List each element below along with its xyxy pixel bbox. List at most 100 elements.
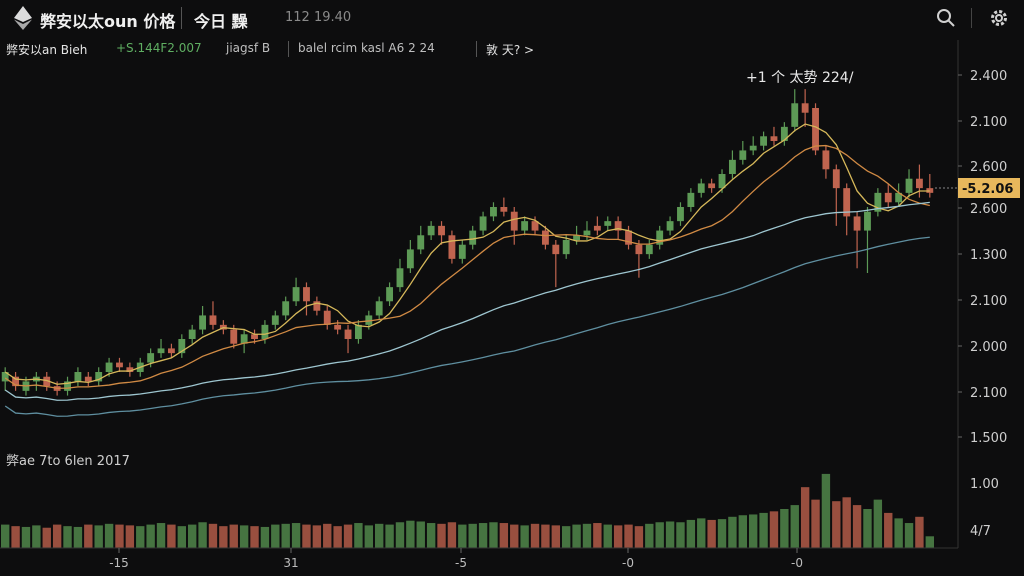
volume-bar	[613, 525, 623, 548]
volume-bar	[437, 523, 446, 548]
candle-body	[344, 329, 352, 339]
volume-bar	[281, 523, 290, 548]
candle-body	[905, 178, 913, 193]
y-axis-label: 2.100	[970, 386, 1007, 401]
volume-bar	[665, 521, 675, 548]
candle-body	[728, 159, 736, 174]
candle-body	[375, 301, 383, 316]
candle-body	[261, 324, 269, 339]
candle-body	[541, 230, 549, 245]
gear-icon[interactable]	[989, 8, 1009, 28]
candle-body	[573, 235, 581, 240]
x-axis-label: -5	[455, 556, 467, 570]
volume-bar	[904, 523, 914, 548]
volume-label: 弊ae 7to 6len 2017	[6, 454, 130, 469]
candle-body	[635, 244, 643, 255]
volume-bar	[84, 524, 93, 548]
stats-info: balel rcim kasl A6 2 24	[298, 41, 435, 55]
volume-bar	[115, 524, 124, 548]
volume-bar	[562, 526, 571, 548]
tab-today[interactable]: 今日 䵲	[194, 12, 248, 31]
candle-body	[708, 183, 716, 189]
search-icon[interactable]	[936, 8, 956, 28]
candle-body	[552, 244, 560, 255]
volume-bar	[852, 505, 862, 548]
x-axis-label: -0	[791, 556, 803, 570]
candle-body	[178, 339, 186, 354]
volume-bar	[645, 523, 654, 548]
volume-bar	[312, 525, 322, 548]
candle-body	[95, 372, 103, 382]
candle-body	[645, 244, 653, 255]
candle-body	[895, 192, 903, 203]
volume-bar	[489, 522, 498, 548]
volume-bar	[167, 524, 176, 548]
header-price: 112 19.40	[285, 10, 352, 25]
candle-body	[209, 315, 217, 325]
volume-bar	[593, 523, 602, 548]
volume-bar	[873, 499, 883, 548]
volume-bar	[125, 525, 135, 548]
candle-body	[521, 221, 529, 231]
y-axis-label: 1.500	[970, 431, 1007, 446]
volume-bar	[271, 524, 280, 548]
candle-body	[832, 169, 840, 189]
volume-bar	[510, 524, 519, 548]
candle-body	[780, 126, 788, 141]
x-axis-label: 31	[283, 556, 298, 570]
candle-body	[12, 376, 20, 387]
ma-long2-line	[4, 201, 930, 401]
volume-bar	[416, 521, 425, 548]
more-link[interactable]: 敦 天? >	[486, 43, 535, 57]
y-axis: 2.400 2.100 2.600 2.600 1.300 2.100 2.000 2.100…	[958, 69, 1007, 539]
volume-bar	[11, 526, 20, 548]
volume-bar	[925, 536, 934, 548]
volume-bar	[541, 524, 550, 548]
volume-bar	[884, 512, 893, 548]
volume-bar	[1, 524, 10, 548]
candle-body	[490, 207, 497, 217]
volume-bar	[707, 519, 716, 548]
price-change: +S.144F2.007	[116, 41, 202, 55]
volume-bar	[624, 524, 633, 548]
volume-bar	[52, 524, 62, 548]
pair-name: 弊安以an Bieh	[6, 43, 88, 57]
volume-axis-label: 4/7	[970, 524, 991, 539]
volume-bar	[769, 511, 779, 548]
candle-body	[427, 225, 435, 236]
volume-bar	[406, 520, 415, 548]
volume-bar	[426, 523, 436, 548]
volume-bar	[842, 497, 851, 548]
toolbar-divider	[971, 8, 972, 28]
candle-body	[500, 207, 508, 212]
candle-body	[843, 188, 851, 217]
candle-body	[438, 225, 445, 236]
volume-bar	[32, 525, 41, 548]
volume-bar	[198, 522, 207, 548]
candle-body	[604, 221, 612, 226]
volume-bar	[73, 526, 83, 548]
candle-body	[167, 348, 175, 354]
volume-bar	[343, 524, 353, 548]
volume-bar	[780, 509, 789, 548]
volume-bar	[188, 524, 197, 548]
volume-bar	[250, 526, 259, 548]
candle-body	[562, 240, 570, 255]
volume-bar	[800, 487, 810, 548]
volume-bar	[42, 527, 51, 548]
candle-body	[749, 145, 757, 151]
volume-bar	[385, 524, 394, 548]
volume-bar	[603, 524, 612, 548]
volume-bar	[572, 524, 581, 548]
volume-bar	[499, 523, 509, 548]
candle-body	[240, 334, 248, 344]
candle-body	[614, 221, 622, 231]
ma-mid-line	[4, 144, 930, 389]
volume-bar	[520, 525, 529, 548]
candle-body	[303, 287, 310, 302]
volume-bar	[239, 525, 249, 548]
volume-bars	[1, 473, 934, 548]
volume-bar	[478, 523, 488, 548]
candle-body	[365, 315, 373, 325]
